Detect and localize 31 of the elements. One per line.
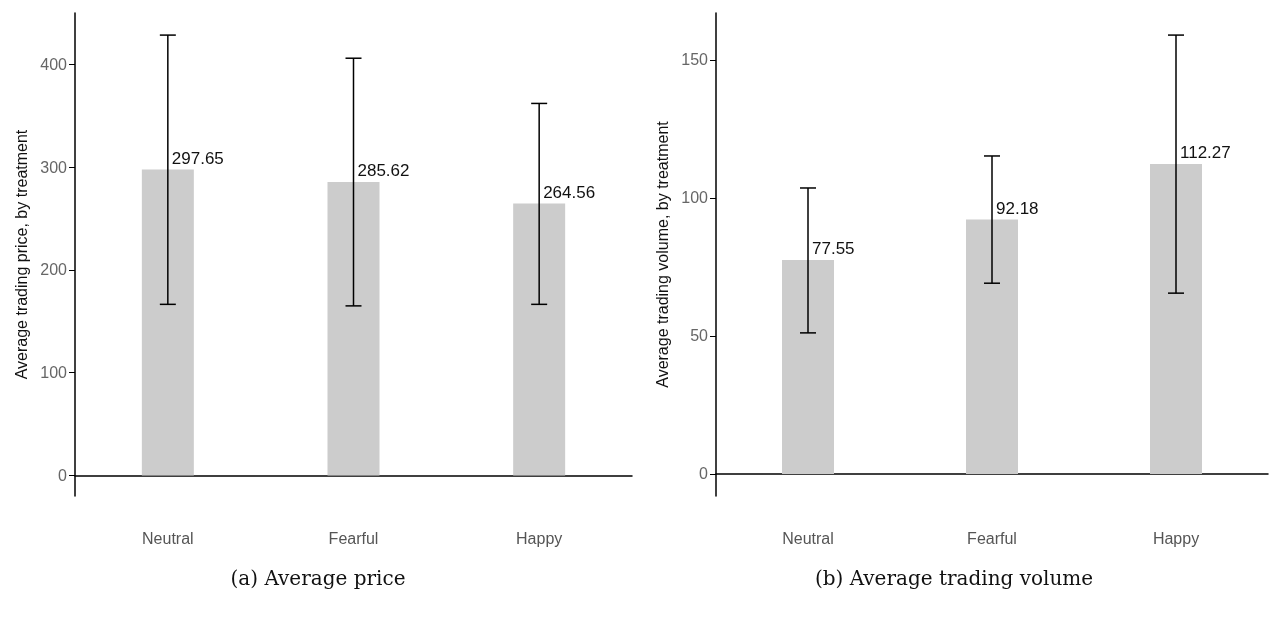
text: (a) Average price <box>230 566 406 590</box>
bar <box>141 169 194 476</box>
y-tick-label: 0 <box>699 465 709 483</box>
data-label: 112.27 <box>1180 143 1231 163</box>
x-tick-label: Fearful <box>967 529 1017 547</box>
x-tick-label: Happy <box>516 529 563 547</box>
x-tick-label: Neutral <box>782 529 834 547</box>
text: (b) Average trading volume <box>814 566 1094 590</box>
y-tick-label: 150 <box>681 51 709 69</box>
y-axis-title: Average trading volume, by treatment <box>653 120 671 388</box>
y-tick-label: 400 <box>40 55 68 73</box>
data-label: 285.62 <box>357 160 410 180</box>
x-tick-label: Neutral <box>142 529 194 547</box>
y-axis-title: Average trading price, by treatment <box>12 129 30 380</box>
bar <box>327 181 380 476</box>
x-tick-label: Happy <box>1152 529 1200 547</box>
data-label: 92.18 <box>996 198 1039 218</box>
x-tick-label: Fearful <box>328 529 379 547</box>
bar <box>782 259 834 474</box>
y-tick-label: 50 <box>690 327 709 345</box>
bar <box>966 219 1018 474</box>
y-tick-label: 0 <box>58 466 68 484</box>
data-label: 264.56 <box>543 182 596 202</box>
y-tick-label: 300 <box>40 158 68 176</box>
y-tick-label: 200 <box>40 261 68 279</box>
bar <box>1150 164 1202 474</box>
data-label: 77.55 <box>812 238 855 258</box>
data-label: 297.65 <box>171 148 224 168</box>
y-tick-label: 100 <box>681 189 709 207</box>
bar <box>513 203 566 476</box>
y-tick-label: 100 <box>40 364 68 382</box>
